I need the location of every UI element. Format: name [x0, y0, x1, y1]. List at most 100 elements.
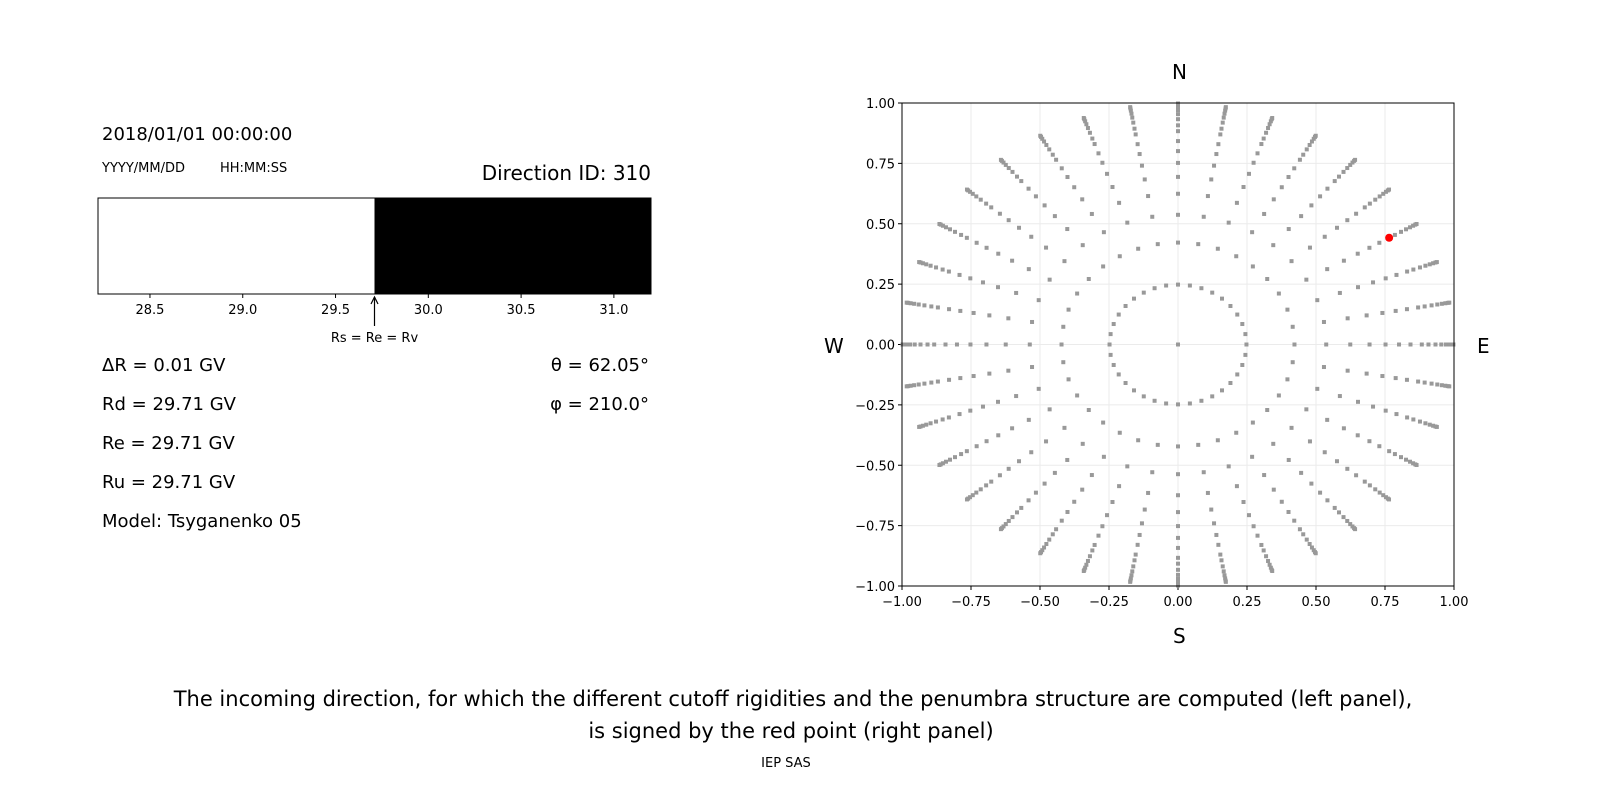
direction-point: [996, 251, 1001, 256]
direction-point: [1101, 454, 1106, 459]
direction-point: [1220, 120, 1225, 125]
direction-point: [1345, 368, 1350, 373]
direction-point: [1348, 522, 1353, 527]
direction-point: [943, 459, 948, 464]
direction-point: [1087, 554, 1092, 559]
direction-point: [1429, 303, 1434, 308]
direction-point: [1006, 166, 1011, 171]
direction-point: [968, 276, 973, 281]
direction-point: [1259, 542, 1264, 547]
direction-point: [1176, 444, 1180, 449]
direction-point: [1205, 490, 1210, 495]
direction-point: [1355, 433, 1360, 438]
direction-point: [1220, 296, 1224, 301]
direction-point: [1337, 290, 1342, 295]
direction-point: [1414, 463, 1419, 468]
direction-point: [1141, 394, 1146, 399]
direction-point: [1052, 470, 1057, 475]
direction-point: [940, 267, 945, 272]
direction-point: [1394, 272, 1399, 277]
direction-point: [1107, 342, 1112, 347]
direction-point: [1241, 184, 1246, 189]
direction-point: [954, 342, 959, 347]
direction-point: [1123, 304, 1128, 309]
direction-point: [1443, 342, 1448, 347]
direction-point: [1292, 518, 1297, 523]
direction-point: [1176, 240, 1180, 245]
direction-point: [1367, 342, 1372, 347]
direction-point: [1054, 157, 1059, 162]
direction-point: [1014, 394, 1019, 399]
model-label: Model: Tsyganenko 05: [102, 511, 302, 532]
direction-point: [1059, 518, 1064, 523]
direction-point: [1265, 276, 1270, 281]
direction-point: [1377, 490, 1382, 495]
direction-point: [943, 225, 948, 230]
direction-point: [935, 305, 940, 310]
direction-point: [1422, 304, 1427, 309]
direction-point: [1261, 136, 1266, 141]
direction-point: [1435, 302, 1440, 307]
direction-point: [916, 302, 921, 307]
direction-point: [1373, 487, 1378, 492]
direction-point: [917, 260, 922, 265]
direction-point: [1271, 197, 1276, 202]
direction-point: [1215, 246, 1220, 251]
direction-point: [1234, 484, 1239, 489]
direction-point: [1271, 487, 1276, 492]
direction-point: [1062, 259, 1067, 264]
direction-point: [1090, 136, 1095, 141]
direction-point: [989, 479, 994, 484]
direction-point: [1422, 380, 1427, 385]
direction-point: [1292, 166, 1297, 171]
x-tick-label: −1.00: [882, 595, 922, 610]
direction-point: [1367, 483, 1372, 488]
direction-point: [920, 423, 925, 428]
direction-point: [1050, 152, 1055, 157]
direction-point: [1270, 116, 1275, 121]
direction-point: [908, 301, 913, 306]
x-tick-label: 0.25: [1233, 595, 1262, 610]
direction-point: [1271, 441, 1276, 446]
direction-point: [1015, 510, 1020, 515]
direction-point: [974, 444, 979, 449]
direction-point: [970, 191, 975, 196]
direction-point: [1212, 521, 1217, 526]
direction-point: [1210, 290, 1215, 295]
direction-point: [1029, 234, 1034, 239]
direction-point: [1101, 230, 1106, 235]
direction-point: [1325, 186, 1330, 191]
direction-point: [1117, 430, 1122, 435]
direction-point: [912, 342, 917, 347]
direction-point: [1087, 130, 1092, 135]
y-tick-label: 0.50: [866, 218, 895, 233]
direction-point: [1176, 123, 1180, 128]
phi-value: φ = 210.0°: [550, 394, 649, 415]
direction-point: [1341, 169, 1346, 174]
direction-point: [1381, 191, 1386, 196]
direction-point: [932, 342, 937, 347]
direction-point: [1150, 470, 1155, 475]
direction-point: [1220, 388, 1224, 393]
direction-point: [1383, 342, 1388, 347]
direction-point: [924, 262, 929, 267]
direction-point: [1075, 291, 1080, 296]
direction-point: [953, 455, 958, 460]
plot-frame: [901, 102, 1455, 587]
direction-point: [1362, 205, 1367, 210]
direction-point: [1431, 261, 1436, 266]
direction-point: [1307, 142, 1312, 147]
direction-point: [1222, 111, 1227, 116]
direction-point: [1443, 383, 1448, 388]
direction-point: [937, 463, 942, 468]
direction-point: [1423, 421, 1428, 426]
direction-point: [1381, 493, 1386, 498]
arrow-head-icon: [370, 295, 379, 305]
bar-tick-label: 31.0: [599, 303, 628, 318]
direction-point: [1201, 214, 1206, 219]
direction-point: [1404, 307, 1409, 312]
direction-point: [1307, 439, 1312, 444]
direction-point: [1221, 569, 1226, 574]
direction-point: [1417, 419, 1422, 424]
direction-point: [1038, 551, 1043, 556]
